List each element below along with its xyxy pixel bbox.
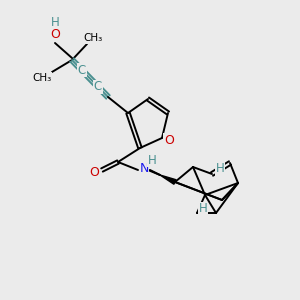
Text: H: H bbox=[216, 163, 224, 176]
Text: C: C bbox=[78, 64, 86, 76]
Text: CH₃: CH₃ bbox=[83, 33, 103, 43]
Text: H: H bbox=[199, 202, 207, 215]
Text: O: O bbox=[50, 28, 60, 41]
Text: H: H bbox=[148, 154, 156, 166]
Text: O: O bbox=[89, 166, 99, 178]
Polygon shape bbox=[160, 175, 176, 184]
Text: CH₃: CH₃ bbox=[32, 73, 52, 83]
Text: C: C bbox=[94, 80, 102, 94]
Text: H: H bbox=[51, 16, 59, 28]
Text: N: N bbox=[139, 161, 149, 175]
Text: O: O bbox=[164, 134, 174, 146]
